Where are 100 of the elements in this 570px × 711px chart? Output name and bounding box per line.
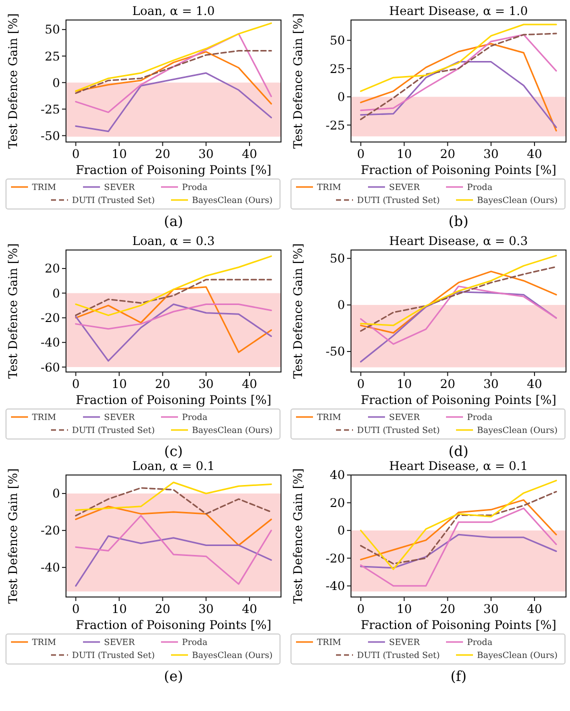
x-tick-label: 30: [483, 602, 499, 616]
x-tick-label: 0: [356, 602, 365, 616]
legend-label: TRIM: [32, 412, 56, 423]
chart-title: Loan, α = 0.1: [132, 459, 215, 473]
line-series: [360, 499, 557, 560]
x-tick-label: 0: [356, 147, 365, 161]
y-tick-label: -20: [40, 524, 60, 538]
line-series: [360, 61, 557, 128]
text: (a): [164, 214, 184, 230]
x-tick-label: 20: [155, 602, 170, 616]
x-axis-title: Fraction of Poisoning Points [%]: [360, 163, 556, 177]
y-tick-label: 25: [44, 49, 60, 64]
legend-label: TRIM: [317, 182, 342, 193]
y-tick-label: -40: [40, 560, 60, 575]
y-tick-label: -50: [326, 344, 345, 359]
y-tick-label: -20: [40, 310, 60, 325]
chart-title: Heart Disease, α = 0.3: [389, 234, 528, 248]
y-tick-label: 40: [330, 468, 345, 482]
x-axis-title: Fraction of Poisoning Points [%]: [76, 393, 272, 407]
y-tick-label: -25: [326, 118, 345, 132]
x-tick-label: 0: [72, 602, 80, 616]
legend-label: Proda: [182, 638, 208, 648]
x-tick-label: 30: [483, 147, 499, 161]
y-tick-label: 50: [330, 252, 345, 266]
legend-label: Proda: [182, 182, 208, 193]
x-tick-label: 10: [396, 147, 412, 161]
y-tick-label: -25: [40, 102, 60, 116]
legend-label: SEVER: [389, 182, 420, 193]
legend-label: DUTI (Trusted Set): [72, 650, 155, 661]
y-tick-label: 20: [44, 262, 60, 276]
x-tick-label: 20: [440, 377, 456, 391]
x-tick-label: 20: [155, 377, 170, 391]
line-series: [75, 482, 272, 511]
text: (e): [164, 669, 184, 685]
chart-title: Loan, α = 0.3: [132, 234, 215, 248]
line-series: [75, 286, 272, 354]
line-series: [75, 33, 272, 114]
legend-label: DUTI (Trusted Set): [72, 196, 155, 206]
line-series: [75, 506, 272, 546]
legend-label: DUTI (Trusted Set): [72, 426, 155, 436]
y-tick-label: 0: [337, 298, 345, 312]
legend-label: SEVER: [389, 412, 420, 423]
legend-label: BayesClean (Ours): [192, 196, 273, 206]
y-tick-label: 20: [330, 496, 345, 510]
x-axis-title: Fraction of Poisoning Points [%]: [76, 163, 272, 177]
y-tick-label: 0: [52, 76, 60, 90]
chart-title: Heart Disease, α = 0.1: [389, 459, 528, 473]
legend-label: TRIM: [317, 638, 342, 648]
legend-label: SEVER: [104, 182, 136, 193]
legend-label: DUTI (Trusted Set): [357, 196, 440, 206]
line-series: [75, 535, 272, 587]
legend-label: TRIM: [32, 638, 56, 648]
y-axis-title: Test Defence Gain [%]: [291, 13, 305, 149]
line-series: [75, 303, 272, 330]
text: (f): [450, 669, 467, 685]
line-series: [75, 72, 272, 132]
line-series: [75, 278, 272, 316]
text: (c): [164, 444, 183, 460]
line-series: [360, 490, 557, 564]
y-tick-label: -60: [40, 360, 60, 374]
y-axis-title: Test Defence Gain [%]: [6, 243, 20, 379]
x-tick-label: 30: [198, 602, 214, 616]
legend-label: SEVER: [389, 638, 420, 648]
legend-label: DUTI (Trusted Set): [357, 426, 440, 436]
x-tick-label: 10: [396, 602, 412, 616]
y-tick-label: 0: [337, 524, 345, 538]
x-tick-label: 20: [440, 147, 456, 161]
legend-label: BayesClean (Ours): [192, 650, 273, 661]
line-series: [360, 480, 557, 570]
x-tick-label: 40: [242, 377, 258, 391]
line-series: [360, 24, 557, 92]
x-tick-label: 20: [155, 147, 170, 161]
x-axis-title: Fraction of Poisoning Points [%]: [360, 393, 556, 407]
line-series: [75, 255, 272, 316]
y-tick-label: 0: [52, 286, 60, 300]
line-series: [75, 50, 272, 94]
x-tick-label: 40: [526, 147, 542, 161]
y-tick-label: 50: [44, 22, 60, 37]
legend-label: BayesClean (Ours): [477, 426, 558, 436]
legend-label: SEVER: [104, 412, 136, 423]
line-series: [75, 487, 272, 516]
y-axis-title: Test Defence Gain [%]: [6, 13, 20, 149]
x-axis-title: Fraction of Poisoning Points [%]: [360, 618, 556, 632]
legend-label: TRIM: [317, 412, 342, 423]
x-tick-label: 10: [112, 377, 127, 391]
legend-label: Proda: [467, 638, 492, 648]
y-axis-title: Test Defence Gain [%]: [291, 243, 305, 379]
legend-label: Proda: [182, 412, 208, 423]
x-tick-label: 10: [112, 602, 127, 616]
x-tick-label: 20: [440, 602, 456, 616]
line-series: [75, 303, 272, 362]
legend-label: BayesClean (Ours): [192, 426, 273, 436]
line-series: [360, 42, 557, 132]
y-tick-label: -40: [40, 336, 60, 350]
text: (d): [448, 444, 468, 460]
y-tick-label: -20: [326, 551, 345, 566]
y-tick-label: -50: [40, 128, 60, 143]
x-tick-label: 30: [198, 377, 214, 391]
x-tick-label: 0: [356, 377, 365, 391]
x-axis-title: Fraction of Poisoning Points [%]: [76, 618, 272, 632]
